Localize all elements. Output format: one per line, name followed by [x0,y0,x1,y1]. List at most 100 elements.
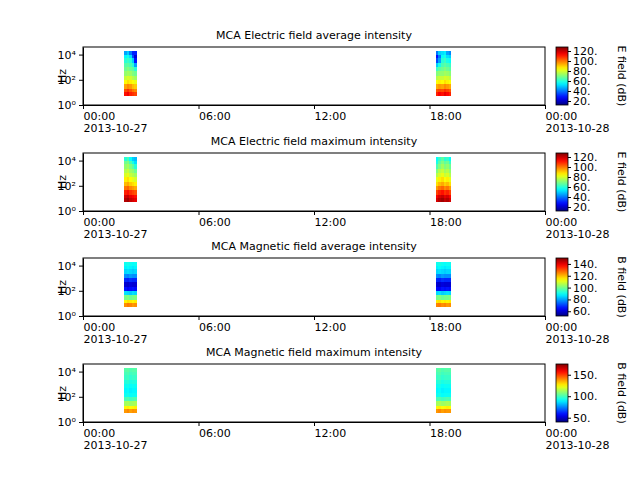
heatmap-cell [129,63,132,67]
heatmap-cell [134,161,137,165]
heatmap-cell [444,55,447,59]
heatmap-cell [129,406,132,410]
heatmap-cell [124,388,127,393]
x-axis: 00:002013-10-2706:0012:0018:0000:002013-… [84,105,610,135]
axis-line [83,154,84,212]
colorbar-tick: 100. [568,282,598,295]
heatmap-cell [444,409,447,413]
tick-mark [568,91,571,92]
heatmap-cell [444,287,447,291]
heatmap-cell [436,401,439,406]
heatmap-cell [441,84,444,89]
x-tick: 00:002013-10-28 [546,422,610,452]
tick-mark [314,316,315,320]
heatmap-cell [132,76,135,80]
heatmap-cell [124,278,127,282]
heatmap-cell [132,384,135,388]
heatmap-cell [129,409,132,413]
heatmap-cell [441,303,444,307]
panel-title: MCA Electric field average intensity [216,29,412,42]
heatmap-cell [446,198,449,202]
heatmap-cell [436,58,439,63]
colorbar-tick: 50. [568,412,591,425]
x-axis: 00:002013-10-2706:0012:0018:0000:002013-… [84,316,610,346]
heatmap-cell [134,186,137,190]
heatmap-cell [134,372,137,376]
heatmap-cell [436,375,439,380]
heatmap-cell [127,388,130,393]
heatmap-cell [444,380,447,384]
heatmap-cell [441,291,444,295]
tick-mark [568,61,571,62]
heatmap-cell [449,67,452,71]
x-tick: 12:00 [315,105,347,123]
heatmap-cell [438,198,441,202]
heatmap-cell [438,282,441,287]
heatmap-cell [132,388,135,393]
heatmap-cell [438,278,441,282]
tick-label: 00:002013-10-28 [546,321,610,347]
tick-mark [545,105,546,109]
heatmap-cell [449,401,452,406]
heatmap-cell [441,282,444,287]
axis-line [568,154,569,212]
colorbar [556,47,568,105]
heatmap-cell [449,397,452,401]
heatmap-cell [438,409,441,413]
heatmap-cell [132,92,135,96]
heatmap-cell [436,388,439,393]
heatmap-cell [441,198,444,202]
axis-line [568,365,569,423]
heatmap-cell [129,368,132,372]
tick-label: 18:00 [430,427,462,440]
heatmap-cell [124,282,127,287]
tick-label: 06:00 [199,216,231,229]
heatmap-cell [124,274,127,278]
tick-label: 10⁴ [58,366,77,379]
heatmap-cell [449,89,452,93]
tick-mark [314,422,315,426]
heatmap-cell [129,375,132,380]
heatmap-cell [449,80,452,84]
tick-mark [79,55,83,56]
heatmap-cell [446,177,449,182]
heatmap-cell [127,92,130,96]
heatmap-cell [132,291,135,295]
heatmap-cell [449,278,452,282]
tick-mark [83,105,84,109]
heatmap-cell [444,71,447,76]
heatmap-cell [129,198,132,202]
heatmap-cell [444,63,447,67]
tick-label: 10⁰ [58,205,77,218]
heatmap-cell [129,92,132,96]
heatmap-cell [129,51,132,55]
heatmap-cell [446,375,449,380]
heatmap-cell [444,195,447,199]
heatmap-cell [446,278,449,282]
tick-label: 12:00 [315,110,347,123]
heatmap-cell [436,406,439,410]
heatmap-cell [124,295,127,300]
heatmap-cell [127,164,130,169]
heatmap-cell [441,375,444,380]
heatmap-cell [441,401,444,406]
tick-mark [568,288,571,289]
heatmap-cell [449,55,452,59]
heatmap-cell [124,291,127,295]
tick-label: 06:00 [199,110,231,123]
plot-frame [83,364,545,422]
heatmap-cell [444,406,447,410]
heatmap-cell [446,406,449,410]
heatmap-cell [438,380,441,384]
plot-frame [83,47,545,105]
heatmap-cell [129,169,132,173]
heatmap-cell [124,169,127,173]
heatmap-cell [441,368,444,372]
tick-mark [545,211,546,215]
heatmap-cell [129,303,132,307]
heatmap-cell [436,76,439,80]
heatmap-cell [446,161,449,165]
heatmap-cell [124,58,127,63]
heatmap-cell [438,287,441,291]
heatmap-cell [127,406,130,410]
